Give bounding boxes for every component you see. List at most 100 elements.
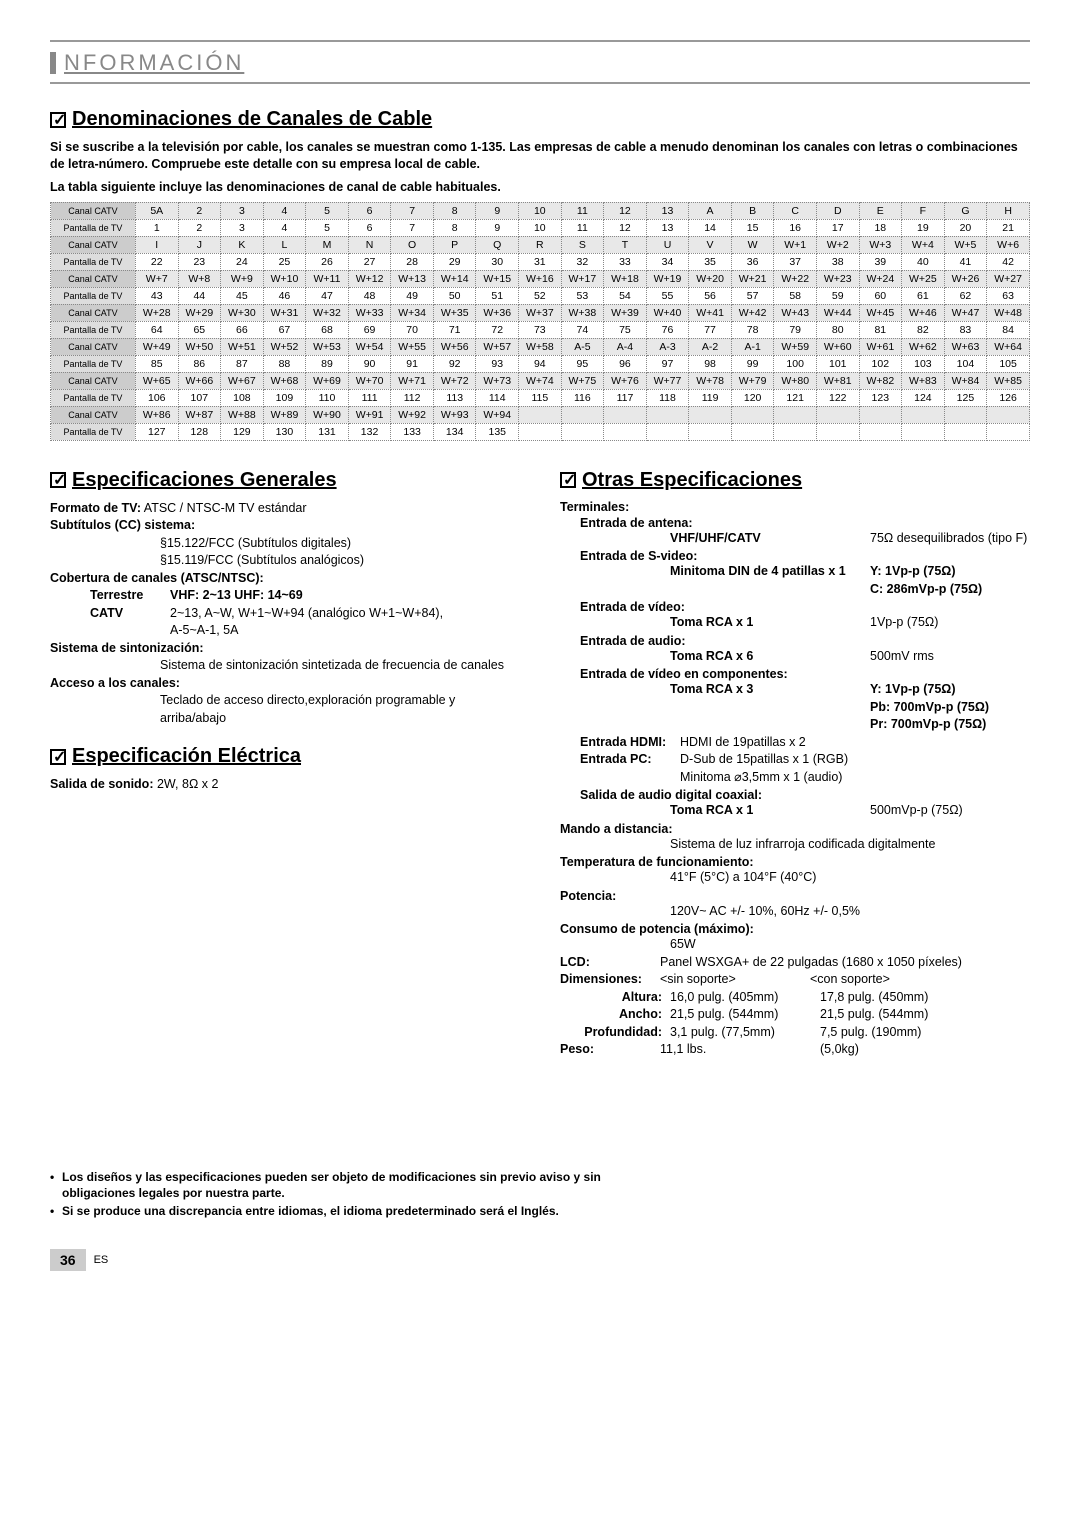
- table-cell: W+80: [774, 372, 817, 389]
- checkbox-icon: [50, 472, 66, 488]
- table-cell: W+68: [263, 372, 306, 389]
- table-cell: W+75: [561, 372, 604, 389]
- table-row-label: Canal CATV: [51, 372, 136, 389]
- table-cell: 45: [221, 287, 264, 304]
- page-number: 36: [50, 1249, 86, 1271]
- remote-v: Sistema de luz infrarroja codificada dig…: [670, 836, 1030, 854]
- table-cell: K: [221, 236, 264, 253]
- table-cell: W+17: [561, 270, 604, 287]
- header-rule-top: [50, 40, 1030, 42]
- table-cell: W+31: [263, 304, 306, 321]
- table-cell: [944, 406, 987, 423]
- table-cell: W+5: [944, 236, 987, 253]
- pc-v1: D-Sub de 15patillas x 1 (RGB): [680, 751, 1030, 769]
- table-cell: W+79: [731, 372, 774, 389]
- table-cell: G: [944, 202, 987, 219]
- page-footer: 36 ES: [50, 1249, 1030, 1271]
- table-cell: W+65: [135, 372, 178, 389]
- table-cell: 63: [987, 287, 1030, 304]
- table-cell: W+58: [519, 338, 562, 355]
- table-cell: 120: [731, 389, 774, 406]
- table-cell: S: [561, 236, 604, 253]
- table-cell: [774, 406, 817, 423]
- table-row-label: Pantalla de TV: [51, 389, 136, 406]
- table-cell: [689, 423, 732, 440]
- cv-l: Toma RCA x 3: [670, 681, 870, 699]
- table-cell: 67: [263, 321, 306, 338]
- tune-key: Sistema de sintonización:: [50, 641, 204, 655]
- cov-key: Cobertura de canales (ATSC/NTSC):: [50, 571, 264, 585]
- table-cell: 89: [306, 355, 349, 372]
- table-cell: 64: [135, 321, 178, 338]
- table-cell: W+43: [774, 304, 817, 321]
- table-cell: O: [391, 236, 434, 253]
- table-cell: 118: [646, 389, 689, 406]
- table-cell: W+77: [646, 372, 689, 389]
- hdmi-v: HDMI de 19patillas x 2: [680, 734, 1030, 752]
- table-cell: W+64: [987, 338, 1030, 355]
- table-cell: 12: [604, 219, 647, 236]
- table-cell: 39: [859, 253, 902, 270]
- table-cell: W+46: [902, 304, 945, 321]
- table-cell: W+72: [433, 372, 476, 389]
- table-cell: 13: [646, 202, 689, 219]
- table-cell: 130: [263, 423, 306, 440]
- table-cell: W+45: [859, 304, 902, 321]
- table-cell: J: [178, 236, 221, 253]
- table-cell: W+27: [987, 270, 1030, 287]
- table-cell: 115: [519, 389, 562, 406]
- heading-general-text: Especificaciones Generales: [72, 469, 337, 492]
- table-cell: 5: [306, 202, 349, 219]
- anc-v1: 21,5 pulg. (544mm): [670, 1006, 820, 1024]
- table-row-label: Canal CATV: [51, 202, 136, 219]
- table-cell: 70: [391, 321, 434, 338]
- table-cell: 82: [902, 321, 945, 338]
- table-cell: 85: [135, 355, 178, 372]
- table-cell: 21: [987, 219, 1030, 236]
- table-cell: F: [902, 202, 945, 219]
- table-cell: W+92: [391, 406, 434, 423]
- ant-v: 75Ω desequilibrados (tipo F): [870, 530, 1030, 548]
- table-cell: W+59: [774, 338, 817, 355]
- power-v: 120V~ AC +/- 10%, 60Hz +/- 0,5%: [670, 903, 1030, 921]
- table-cell: A-4: [604, 338, 647, 355]
- table-cell: 7: [391, 219, 434, 236]
- alt-k: Altura:: [580, 989, 670, 1007]
- header-accent: [50, 52, 56, 74]
- table-cell: A-2: [689, 338, 732, 355]
- table-cell: 11: [561, 202, 604, 219]
- table-cell: W+47: [944, 304, 987, 321]
- table-cell: 88: [263, 355, 306, 372]
- table-cell: 5: [306, 219, 349, 236]
- table-cell: 9: [476, 219, 519, 236]
- table-cell: 16: [774, 219, 817, 236]
- table-cell: 104: [944, 355, 987, 372]
- header-rule-bottom: [50, 82, 1030, 84]
- table-cell: C: [774, 202, 817, 219]
- table-cell: W+78: [689, 372, 732, 389]
- pro-v1: 3,1 pulg. (77,5mm): [670, 1024, 820, 1042]
- table-cell: W+63: [944, 338, 987, 355]
- table-cell: 18: [859, 219, 902, 236]
- table-cell: 10: [519, 202, 562, 219]
- table-cell: 71: [433, 321, 476, 338]
- table-cell: 117: [604, 389, 647, 406]
- cv-v3: Pr: 700mVp-p (75Ω): [870, 717, 986, 731]
- table-cell: 65: [178, 321, 221, 338]
- table-cell: [902, 423, 945, 440]
- table-cell: 40: [902, 253, 945, 270]
- dim-h2: <con soporte>: [810, 972, 890, 986]
- table-cell: W+13: [391, 270, 434, 287]
- table-cell: W+36: [476, 304, 519, 321]
- table-cell: 5A: [135, 202, 178, 219]
- tune-val: Sistema de sintonización sintetizada de …: [160, 657, 520, 675]
- table-cell: 107: [178, 389, 221, 406]
- cv-v1: Y: 1Vp-p (75Ω): [870, 682, 956, 696]
- table-cell: [902, 406, 945, 423]
- table-cell: 92: [433, 355, 476, 372]
- pro-k: Profundidad:: [580, 1024, 670, 1042]
- table-cell: 61: [902, 287, 945, 304]
- heading-elec-text: Especificación Eléctrica: [72, 745, 301, 768]
- table-cell: D: [816, 202, 859, 219]
- table-cell: W+56: [433, 338, 476, 355]
